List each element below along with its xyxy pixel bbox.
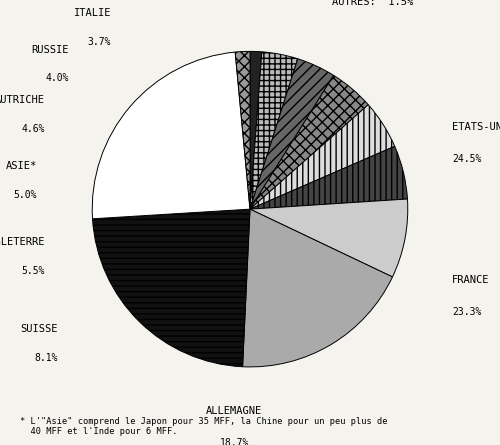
Text: RUSSIE: RUSSIE: [31, 44, 68, 55]
Text: ALLEMAGNE: ALLEMAGNE: [206, 406, 262, 416]
Wedge shape: [250, 75, 368, 209]
Text: AUTRES:  1.5%: AUTRES: 1.5%: [332, 0, 413, 7]
Text: 8.1%: 8.1%: [34, 353, 58, 363]
Text: 5.5%: 5.5%: [22, 266, 45, 276]
Text: SUISSE: SUISSE: [20, 324, 58, 334]
Text: 18.7%: 18.7%: [220, 438, 249, 445]
Wedge shape: [235, 51, 250, 209]
Text: 3.7%: 3.7%: [88, 37, 111, 47]
Wedge shape: [92, 209, 250, 367]
Text: ETATS-UNIS: ETATS-UNIS: [452, 122, 500, 132]
Wedge shape: [250, 199, 408, 277]
Text: 24.5%: 24.5%: [452, 154, 482, 164]
Wedge shape: [250, 52, 298, 209]
Text: 4.6%: 4.6%: [22, 124, 45, 134]
Text: ASIE*: ASIE*: [6, 161, 37, 171]
Text: 5.0%: 5.0%: [14, 190, 37, 200]
Wedge shape: [250, 51, 262, 209]
Wedge shape: [242, 209, 392, 367]
Wedge shape: [250, 59, 334, 209]
Wedge shape: [92, 52, 250, 219]
Text: ANGLETERRE: ANGLETERRE: [0, 237, 45, 247]
Text: 4.0%: 4.0%: [45, 73, 68, 84]
Text: FRANCE: FRANCE: [452, 275, 490, 285]
Wedge shape: [250, 146, 408, 209]
Text: AUTRICHE: AUTRICHE: [0, 95, 45, 105]
Wedge shape: [250, 105, 394, 209]
Text: ITALIE: ITALIE: [74, 8, 111, 18]
Text: * L'"Asie" comprend le Japon pour 35 MFF, la Chine pour un peu plus de
  40 MFF : * L'"Asie" comprend le Japon pour 35 MFF…: [20, 417, 388, 436]
Text: 23.3%: 23.3%: [452, 307, 482, 317]
